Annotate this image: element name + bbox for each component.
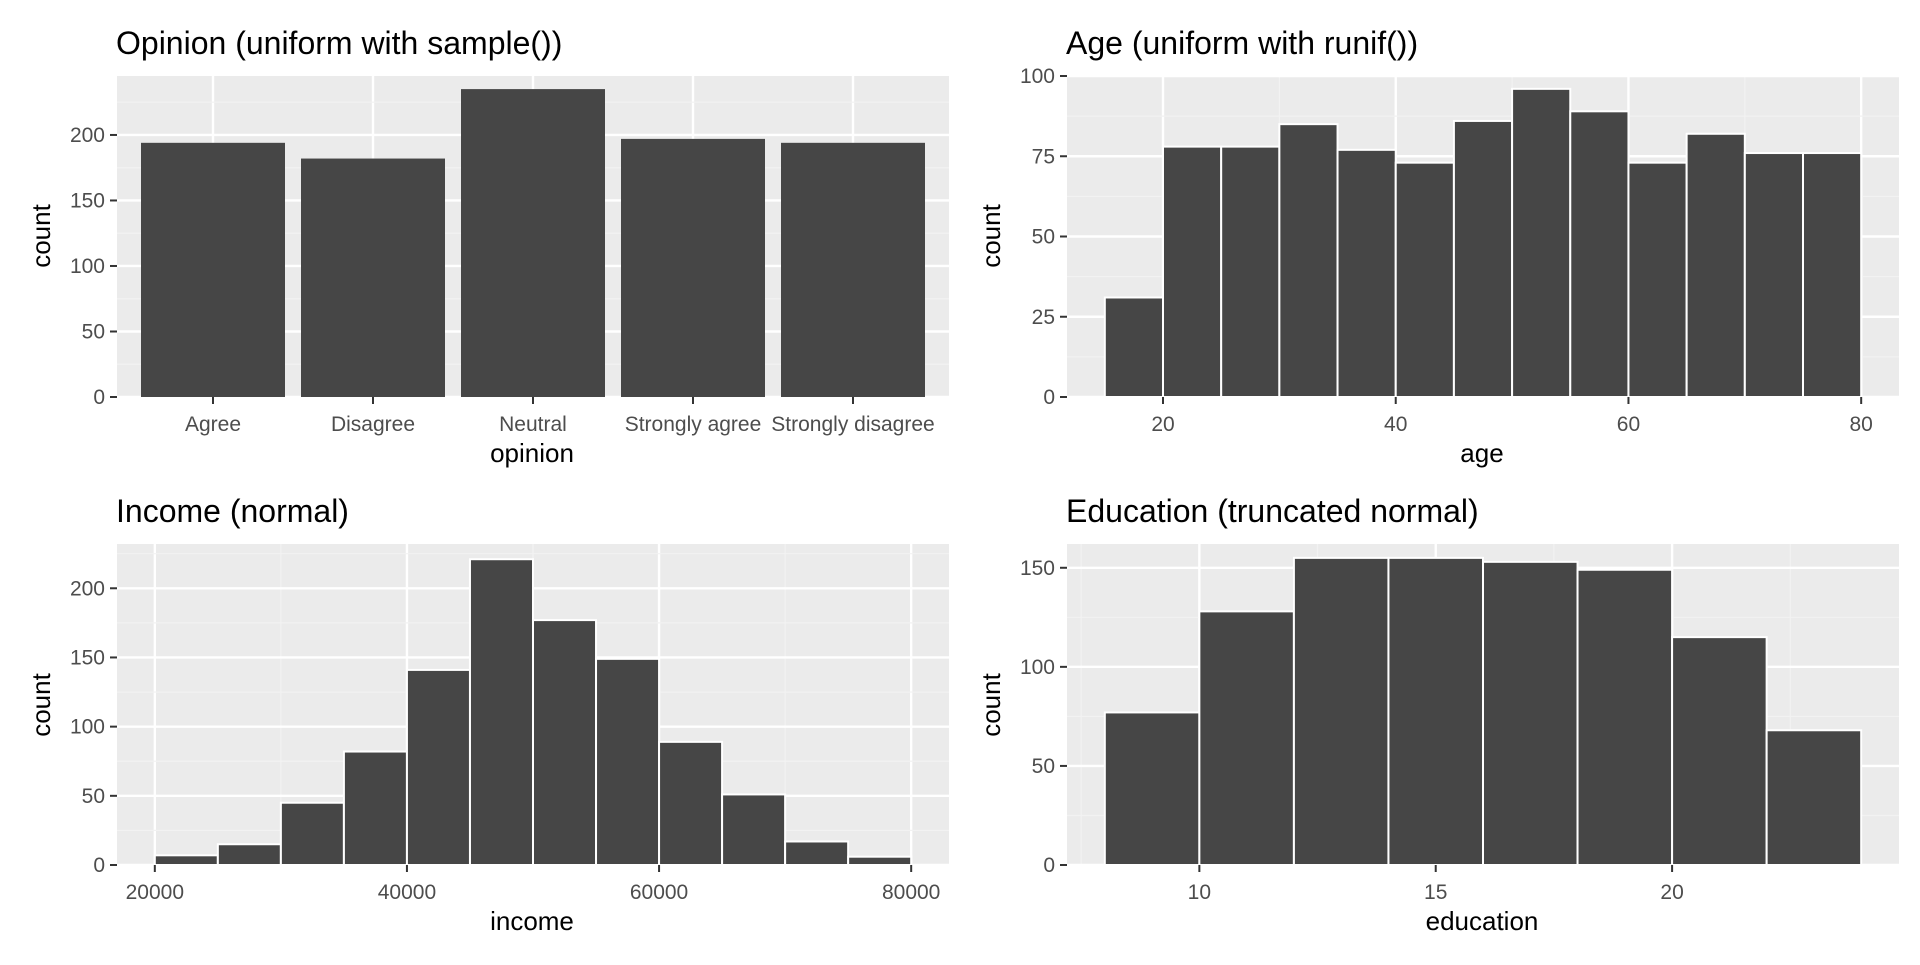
x-tick-label: 80: [1850, 413, 1873, 436]
histogram-bar: [342, 750, 408, 866]
y-axis-label: count: [26, 203, 56, 267]
x-tick-label: Strongly disagree: [771, 413, 934, 436]
histogram-bar: [1482, 560, 1579, 866]
y-tick-label: 100: [1020, 65, 1055, 88]
y-axis-label: count: [976, 203, 1006, 267]
x-axis-label: income: [490, 906, 574, 936]
y-tick-label: 200: [70, 124, 105, 147]
x-tick-label: 15: [1424, 881, 1447, 904]
y-tick-label: 50: [1032, 755, 1055, 778]
histogram-bar: [1569, 110, 1630, 398]
histogram-bar: [1685, 132, 1746, 398]
y-tick-label: 150: [70, 189, 105, 212]
histogram-bar: [279, 801, 345, 866]
y-tick-label: 150: [1020, 557, 1055, 580]
histogram-bar: [658, 740, 724, 867]
histogram-bar: [1220, 145, 1281, 398]
x-tick-label: 60: [1617, 413, 1640, 436]
histogram-bar: [595, 657, 661, 866]
bar: [301, 158, 445, 397]
histogram-bar: [847, 855, 913, 867]
histogram-bar: [1103, 711, 1201, 866]
x-axis-label: opinion: [490, 438, 574, 468]
age-panel: Age (uniform with runif()) age count 0 25…: [976, 25, 1899, 468]
y-tick-label: 0: [93, 854, 105, 877]
histogram-bar: [1452, 119, 1514, 398]
histogram-bar: [1765, 729, 1863, 867]
opinion-panel: Opinion (uniform with sample()) opinion …: [26, 25, 949, 468]
chart-title: Income (normal): [116, 493, 349, 529]
education-panel: Education (truncated normal) education c…: [976, 493, 1899, 936]
y-tick-label: 150: [70, 646, 105, 669]
histogram-bar: [1387, 556, 1485, 866]
bar: [781, 142, 925, 397]
bar: [621, 138, 765, 397]
y-tick-label: 100: [1020, 656, 1055, 679]
histogram-bar: [216, 843, 282, 866]
x-tick-label: 10: [1188, 881, 1211, 904]
histogram-bar: [1292, 556, 1390, 866]
histogram-bar: [1198, 610, 1295, 866]
x-tick-label: 80000: [882, 881, 940, 904]
y-tick-label: 200: [70, 577, 105, 600]
bar: [141, 142, 285, 397]
x-tick-label: 40000: [378, 881, 436, 904]
histogram-bar: [1627, 161, 1688, 398]
y-tick-label: 50: [82, 320, 105, 343]
y-tick-label: 100: [70, 716, 105, 739]
histogram-bar: [1162, 145, 1223, 398]
y-tick-label: 0: [1043, 854, 1055, 877]
histogram-bar: [1671, 636, 1768, 867]
histogram-bar: [784, 840, 850, 867]
histogram-bar: [721, 793, 787, 867]
x-tick-label: 20: [1660, 881, 1683, 904]
y-tick-label: 0: [1043, 386, 1055, 409]
y-tick-label: 25: [1032, 306, 1055, 329]
histogram-bar: [153, 854, 219, 866]
histogram-bar: [1336, 148, 1397, 398]
histogram-bar: [1278, 123, 1339, 399]
y-tick-label: 0: [93, 386, 105, 409]
chart-title: Age (uniform with runif()): [1066, 25, 1418, 61]
income-panel: Income (normal) income count 0 50 100 150 20…: [26, 493, 949, 936]
x-tick-label: 20: [1151, 413, 1174, 436]
x-tick-label: 40: [1384, 413, 1407, 436]
x-axis-label: age: [1460, 438, 1503, 468]
y-tick-label: 75: [1032, 145, 1055, 168]
x-tick-label: Agree: [185, 413, 241, 436]
x-tick-label: Neutral: [499, 413, 567, 436]
histogram-bar: [1743, 152, 1805, 398]
chart-title: Education (truncated normal): [1066, 493, 1479, 529]
x-tick-label: Strongly agree: [625, 413, 762, 436]
histogram-bar: [1511, 87, 1572, 398]
histogram-bar: [1394, 161, 1455, 398]
y-axis-label: count: [976, 672, 1006, 736]
histogram-bar: [1103, 296, 1165, 398]
y-axis-label: count: [26, 672, 56, 736]
histogram-bar: [1802, 152, 1863, 398]
x-axis-label: education: [1426, 906, 1539, 936]
histogram-bar: [1576, 568, 1674, 867]
chart-title: Opinion (uniform with sample()): [116, 25, 562, 61]
y-tick-label: 50: [82, 785, 105, 808]
bar: [461, 89, 605, 397]
histogram-bar: [405, 668, 471, 866]
histogram-bar: [468, 558, 534, 867]
histogram-bar: [532, 619, 598, 866]
y-tick-label: 100: [70, 255, 105, 278]
x-tick-label: Disagree: [331, 413, 415, 436]
x-tick-label: 60000: [630, 881, 688, 904]
y-tick-label: 50: [1032, 226, 1055, 249]
x-tick-label: 20000: [126, 881, 184, 904]
